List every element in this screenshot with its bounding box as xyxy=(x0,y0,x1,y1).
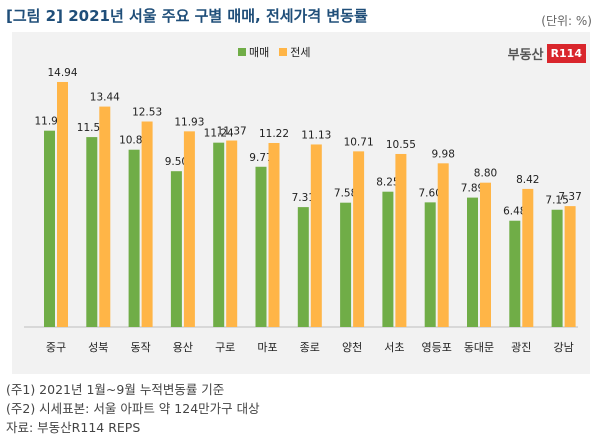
data-label-jeonse: 10.55 xyxy=(386,139,416,151)
data-label-sale: 7.60 xyxy=(419,187,442,199)
category-label: 광진 xyxy=(511,341,531,354)
chart-title: [그림 2] 2021년 서울 주요 구별 매매, 전세가격 변동률 xyxy=(6,7,368,25)
bar-jeonse xyxy=(564,206,576,327)
data-label-jeonse: 14.94 xyxy=(47,67,77,79)
data-label-jeonse: 8.80 xyxy=(474,168,497,180)
bar-jeonse xyxy=(57,81,68,327)
logo-mark: R114 xyxy=(546,44,586,63)
bar-sale xyxy=(424,202,436,327)
legend-item-sale: 매매 xyxy=(238,44,269,60)
bar-sale xyxy=(170,171,182,327)
bar-jeonse xyxy=(99,106,111,327)
category-label: 동대문 xyxy=(464,341,494,354)
footnote-1: (주1) 2021년 1월~9월 누적변동률 기준 xyxy=(6,382,225,397)
bar-sale xyxy=(128,149,140,327)
category-label: 강남 xyxy=(553,341,573,354)
bar-jeonse xyxy=(395,153,407,327)
bar-sale xyxy=(255,166,267,327)
data-label-sale: 7.31 xyxy=(292,192,315,204)
data-label-sale: 8.25 xyxy=(376,177,399,189)
category-label: 마포 xyxy=(257,341,277,354)
bar-sale xyxy=(467,197,478,327)
bar-jeonse xyxy=(437,163,449,327)
data-label-jeonse: 8.42 xyxy=(516,174,539,186)
data-label-jeonse: 11.37 xyxy=(217,126,247,138)
data-label-sale: 11.24 xyxy=(204,128,234,140)
source-note: 자료: 부동산R114 REPS xyxy=(6,420,141,435)
legend-swatch-jeonse xyxy=(279,48,288,56)
data-label-sale: 7.58 xyxy=(334,188,357,200)
data-label-jeonse: 9.98 xyxy=(432,148,455,160)
data-label-sale: 6.48 xyxy=(503,206,526,218)
legend: 매매 전세 xyxy=(238,44,311,60)
bar-jeonse xyxy=(353,151,365,327)
category-label: 용산 xyxy=(173,341,193,354)
legend-label-jeonse: 전세 xyxy=(290,46,311,59)
data-label-jeonse: 11.22 xyxy=(259,128,289,140)
legend-label-sale: 매매 xyxy=(249,46,270,59)
category-label: 구로 xyxy=(215,341,235,354)
legend-swatch-sale xyxy=(238,48,246,56)
footnotes: (주1) 2021년 1월~9월 누적변동률 기준 (주2) 시세표본: 서울 … xyxy=(6,380,260,437)
data-label-jeonse: 7.37 xyxy=(558,191,581,203)
category-label: 중구 xyxy=(46,341,66,354)
bar-sale xyxy=(86,137,98,327)
category-label: 양천 xyxy=(342,340,362,354)
bar-sale xyxy=(509,220,521,327)
bar-sale xyxy=(213,142,225,327)
bar-jeonse xyxy=(183,131,195,327)
legend-item-jeonse: 전세 xyxy=(279,44,311,60)
category-label: 종로 xyxy=(300,341,320,354)
data-label-jeonse: 11.13 xyxy=(301,129,331,141)
bar-sale xyxy=(297,207,309,327)
bar-jeonse xyxy=(226,140,238,327)
data-label-jeonse: 13.44 xyxy=(90,92,120,104)
data-label-sale: 7.89 xyxy=(461,183,484,195)
bar-jeonse xyxy=(141,121,153,328)
data-label-jeonse: 10.71 xyxy=(344,136,374,148)
data-label-jeonse: 11.93 xyxy=(174,116,204,128)
bar-sale xyxy=(44,130,55,327)
data-label-sale: 9.77 xyxy=(249,152,272,164)
data-label-jeonse: 12.53 xyxy=(132,107,162,119)
data-label-sale: 7.15 xyxy=(545,195,568,207)
category-label: 서초 xyxy=(384,341,404,354)
category-label: 영등포 xyxy=(422,341,452,354)
footnote-2: (주2) 시세표본: 서울 아파트 약 124만가구 대상 xyxy=(6,401,260,416)
bar-jeonse xyxy=(480,182,491,327)
bar-sale xyxy=(551,209,563,327)
bar-sale xyxy=(340,202,352,327)
unit-label: (단위: %) xyxy=(541,14,592,28)
category-label: 동작 xyxy=(130,341,150,354)
r114-logo: 부동산 R114 xyxy=(508,44,586,63)
bar-jeonse xyxy=(268,142,280,327)
bar-jeonse xyxy=(522,188,534,327)
data-label-sale: 9.50 xyxy=(165,156,188,168)
bar-jeonse xyxy=(310,144,322,327)
bar-sale xyxy=(382,191,394,327)
logo-text: 부동산 xyxy=(507,48,544,63)
category-label: 성북 xyxy=(88,341,108,354)
